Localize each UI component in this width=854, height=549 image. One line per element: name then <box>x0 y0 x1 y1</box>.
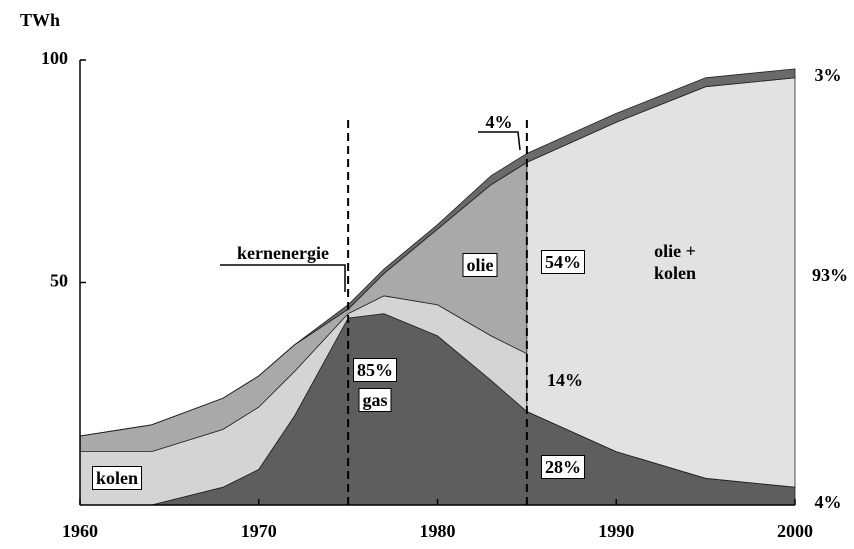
annotation: 3% <box>814 65 842 85</box>
x-tick-label: 1960 <box>62 521 98 541</box>
y-tick-label: 50 <box>50 271 68 291</box>
pointer <box>220 264 346 292</box>
series-label: olie <box>462 253 498 277</box>
x-tick-label: 2000 <box>777 521 813 541</box>
x-tick-label: 1990 <box>598 521 634 541</box>
annotation: 4% <box>814 492 842 512</box>
x-tick-label: 1970 <box>241 521 277 541</box>
annotation: 14% <box>547 370 583 390</box>
area <box>79 68 796 437</box>
series-label: olie + kolen <box>650 240 700 284</box>
series-label: kernenergie <box>237 243 329 263</box>
series-label: kolen <box>91 466 143 490</box>
y-axis-label: TWh <box>20 10 60 30</box>
annotation: 54% <box>541 250 585 274</box>
annotation: 28% <box>541 455 585 479</box>
y-tick-label: 100 <box>41 48 68 68</box>
annotation: 85% <box>353 358 397 382</box>
annotation: 93% <box>812 265 848 285</box>
series-label: gas <box>358 388 392 412</box>
x-tick-label: 1980 <box>420 521 456 541</box>
areas <box>79 68 796 506</box>
pointer <box>478 131 521 151</box>
annotation: 4% <box>485 112 513 132</box>
